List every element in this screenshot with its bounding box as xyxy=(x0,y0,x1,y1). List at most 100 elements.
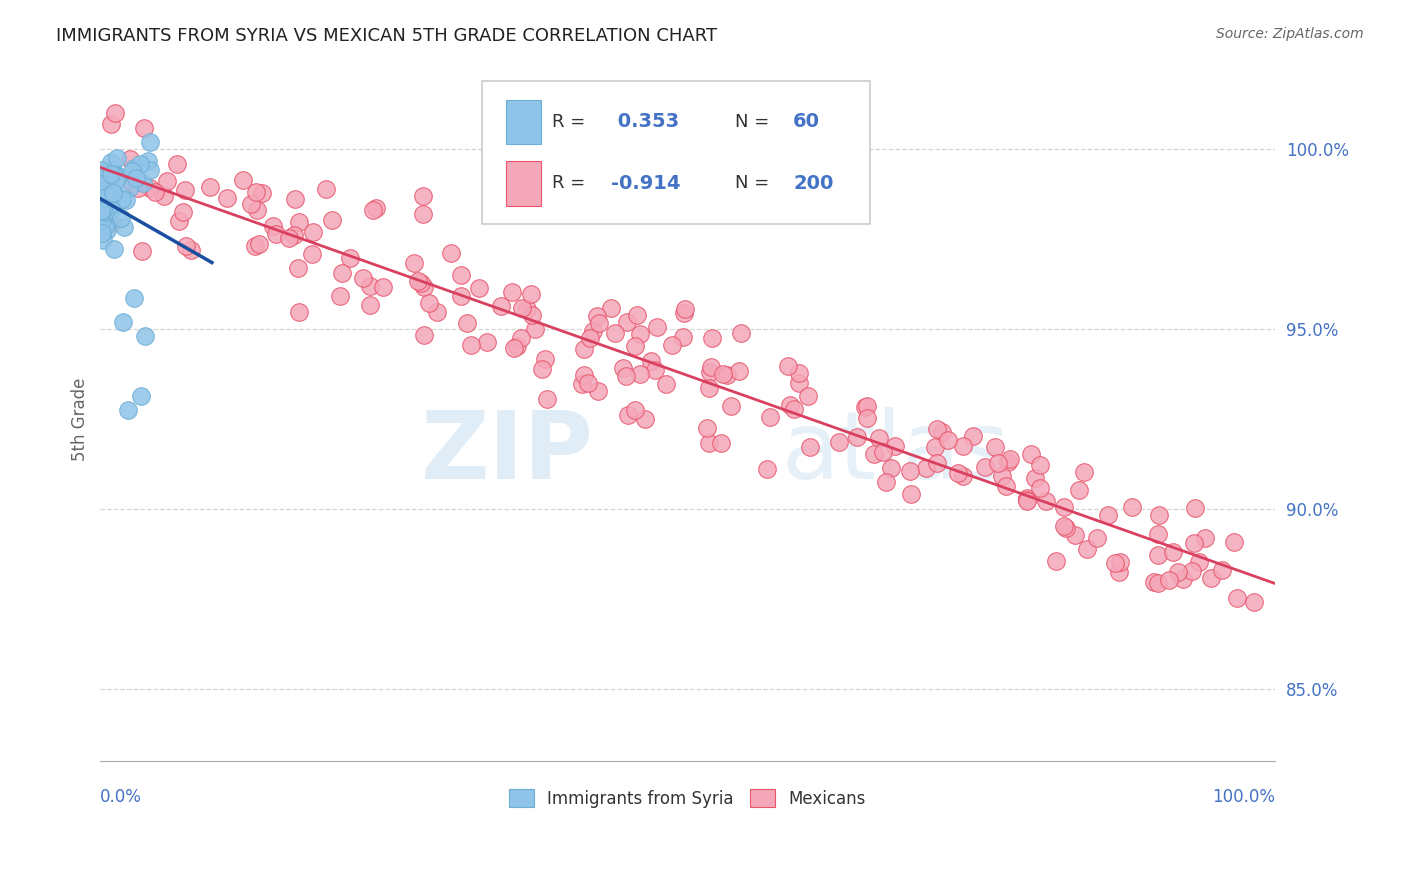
Point xyxy=(700,331,723,345)
Point xyxy=(359,298,381,312)
Point xyxy=(131,244,153,258)
Point xyxy=(247,237,270,252)
Point xyxy=(645,319,668,334)
Point xyxy=(138,135,160,149)
Point xyxy=(450,289,472,303)
Point xyxy=(616,315,638,329)
Point xyxy=(586,310,609,324)
Point xyxy=(1182,535,1205,549)
Point xyxy=(523,322,546,336)
Point xyxy=(93,204,115,219)
FancyBboxPatch shape xyxy=(506,161,541,206)
Point xyxy=(1017,492,1039,507)
Point xyxy=(114,194,136,208)
Point xyxy=(628,368,651,382)
Text: Source: ZipAtlas.com: Source: ZipAtlas.com xyxy=(1216,27,1364,41)
Point xyxy=(97,182,120,196)
Point xyxy=(520,287,543,301)
Point xyxy=(1029,458,1052,473)
Point xyxy=(118,181,141,195)
Point xyxy=(111,315,134,329)
Point xyxy=(105,151,128,165)
Point xyxy=(936,433,959,447)
Point xyxy=(100,192,122,206)
Point xyxy=(97,201,120,215)
Point xyxy=(412,188,434,202)
Point xyxy=(264,227,287,241)
Point xyxy=(987,456,1010,470)
Point xyxy=(579,331,602,345)
Point xyxy=(277,231,299,245)
Point xyxy=(1194,532,1216,546)
Point xyxy=(125,171,148,186)
Text: R =: R = xyxy=(553,175,592,193)
Text: ZIP: ZIP xyxy=(420,408,593,500)
Point xyxy=(1052,519,1074,533)
Point xyxy=(756,462,779,476)
Point xyxy=(112,219,135,234)
Point xyxy=(172,204,194,219)
Point xyxy=(90,227,112,241)
Point xyxy=(94,194,117,209)
Point xyxy=(91,166,114,180)
Point xyxy=(1056,520,1078,534)
Point xyxy=(716,368,738,382)
Point xyxy=(1108,565,1130,579)
Point xyxy=(640,353,662,368)
Point xyxy=(914,461,936,475)
Point xyxy=(262,219,284,234)
Point xyxy=(128,156,150,170)
Point xyxy=(103,242,125,256)
Point xyxy=(156,174,179,188)
Point xyxy=(661,338,683,352)
Point xyxy=(315,182,337,196)
Point xyxy=(120,152,142,166)
Point xyxy=(176,239,198,253)
Point xyxy=(1157,573,1180,587)
Point xyxy=(107,169,129,183)
Point xyxy=(626,308,648,322)
Text: IMMIGRANTS FROM SYRIA VS MEXICAN 5TH GRADE CORRELATION CHART: IMMIGRANTS FROM SYRIA VS MEXICAN 5TH GRA… xyxy=(56,27,717,45)
Point xyxy=(697,436,720,450)
Point xyxy=(1146,576,1168,591)
Point xyxy=(167,214,190,228)
Point xyxy=(1076,541,1098,556)
Point xyxy=(603,326,626,340)
Point xyxy=(875,475,897,489)
Point xyxy=(90,203,112,218)
Point xyxy=(166,157,188,171)
Point xyxy=(90,177,112,191)
Point xyxy=(1073,465,1095,479)
Point xyxy=(426,305,449,319)
Point xyxy=(371,280,394,294)
Point xyxy=(100,202,122,217)
Point xyxy=(90,174,112,188)
Point xyxy=(240,197,263,211)
Point xyxy=(1085,531,1108,545)
Point xyxy=(655,376,678,391)
Point xyxy=(582,324,605,338)
Point xyxy=(302,225,325,239)
Point xyxy=(1223,535,1246,549)
Text: 0.353: 0.353 xyxy=(612,112,679,131)
Point xyxy=(118,173,141,187)
Point xyxy=(330,267,353,281)
Point xyxy=(180,243,202,257)
Point xyxy=(91,202,114,216)
Point xyxy=(946,466,969,480)
Point xyxy=(991,468,1014,483)
Point xyxy=(572,368,595,382)
Point xyxy=(617,408,640,422)
Point xyxy=(245,185,267,199)
Point xyxy=(1201,571,1223,585)
Point xyxy=(1188,555,1211,569)
Point xyxy=(1121,500,1143,515)
Point xyxy=(97,214,120,228)
Point xyxy=(997,455,1019,469)
FancyBboxPatch shape xyxy=(482,81,869,225)
Point xyxy=(856,411,879,425)
Point xyxy=(644,363,666,377)
Point xyxy=(1226,591,1249,606)
Point xyxy=(700,360,723,375)
Point xyxy=(90,194,112,209)
